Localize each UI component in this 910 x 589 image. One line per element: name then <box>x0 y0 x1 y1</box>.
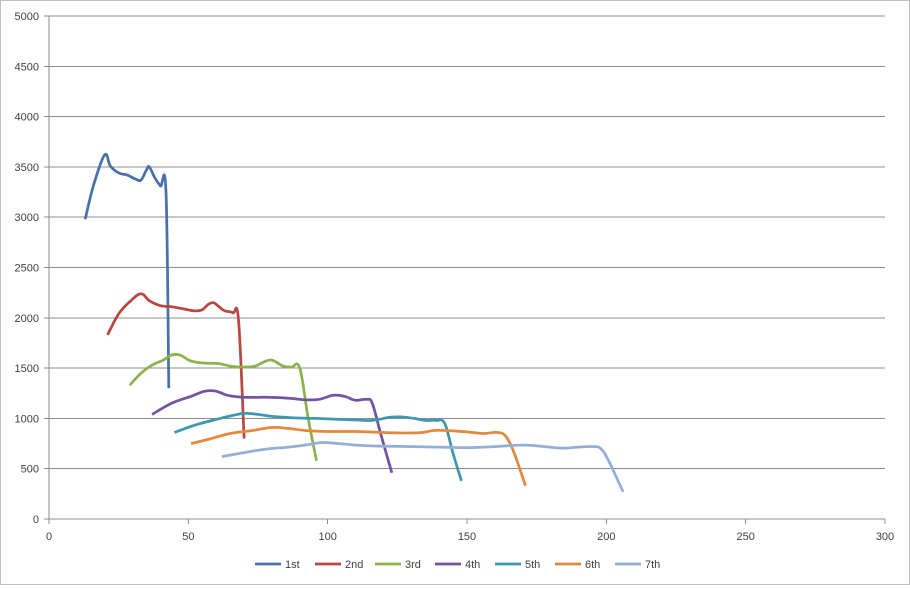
series-line-5th <box>173 411 463 482</box>
legend-label: 6th <box>585 559 600 571</box>
y-tick-label: 2500 <box>15 263 39 275</box>
x-tick-label: 300 <box>876 531 894 543</box>
series-lines <box>83 152 625 493</box>
series-line-2nd <box>106 292 246 439</box>
y-tick-label: 4500 <box>15 61 39 73</box>
legend-label: 1st <box>285 559 300 571</box>
legend-label: 4th <box>465 559 480 571</box>
series-line-7th <box>221 441 625 493</box>
legend-label: 7th <box>645 559 660 571</box>
y-tick-label: 1500 <box>15 363 39 375</box>
y-tick-label: 3500 <box>15 162 39 174</box>
y-tick-label: 5000 <box>15 11 39 23</box>
y-tick-label: 2000 <box>15 313 39 325</box>
x-tick-label: 150 <box>458 531 476 543</box>
axes: 0500100015002000250030003500400045005000… <box>15 11 895 543</box>
series-line-4th <box>151 389 394 474</box>
series-line-3rd <box>128 352 318 461</box>
x-tick-label: 0 <box>46 531 52 543</box>
x-tick-label: 250 <box>736 531 754 543</box>
x-tick-label: 200 <box>597 531 615 543</box>
legend-label: 5th <box>525 559 540 571</box>
y-tick-label: 500 <box>21 464 39 476</box>
legend-label: 2nd <box>345 559 363 571</box>
y-tick-label: 4000 <box>15 112 39 124</box>
x-tick-label: 100 <box>318 531 336 543</box>
series-line-6th <box>190 426 527 487</box>
y-tick-label: 0 <box>33 514 39 526</box>
legend-label: 3rd <box>405 559 421 571</box>
x-tick-label: 50 <box>182 531 194 543</box>
y-tick-label: 1000 <box>15 413 39 425</box>
legend: 1st 2nd 3rd 4th 5th 6th 7th <box>255 559 660 571</box>
y-tick-label: 3000 <box>15 212 39 224</box>
series-line-1st <box>83 152 171 389</box>
gridlines <box>49 15 885 470</box>
